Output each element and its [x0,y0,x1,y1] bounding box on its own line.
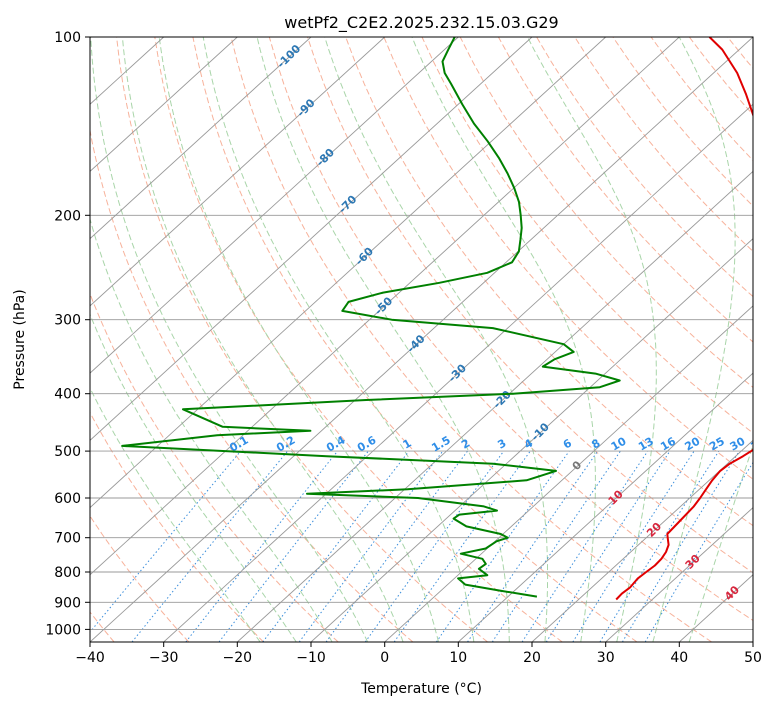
moist-adiabat-line [90,37,369,642]
mixing-ratio-line [545,450,671,642]
mixing-ratio-line [572,450,695,642]
isotherm-line [90,37,386,307]
pressure-gridlines [90,37,753,630]
dry-adiabat-line [459,37,753,389]
dry-adiabat-line [90,292,339,642]
y-tick-label: 200 [54,208,81,224]
dry-adiabat-line [307,37,753,574]
mixing-ratio-line [185,450,338,642]
moist-adiabat-line [688,444,753,642]
dry-adiabat-line [497,37,753,343]
dry-adiabat-line [383,37,753,480]
mixing-ratio-line [521,450,649,642]
mixing-ratio-line [298,450,444,642]
isotherm-line [90,37,680,576]
dry-adiabat-line [90,411,264,642]
isotherm-line [90,37,753,642]
moist-adiabats [90,37,753,642]
x-tick-label: 0 [380,650,389,666]
profile-series [121,37,753,601]
moist-adiabat-line [90,387,261,642]
isotherm-line [90,37,459,374]
mixing-ratio-line [364,450,505,642]
mixing-ratio-line [491,450,621,642]
dewpoint-profile-line [121,37,621,598]
y-axis-label: Pressure (hPa) [12,289,28,389]
x-tick-label: −30 [149,650,179,666]
mixing-ratio-line [467,450,599,642]
y-tick-label: 700 [54,531,81,547]
mixing-ratio-line [131,450,288,642]
moist-adiabat-line [652,37,736,642]
moist-adiabat-line [411,37,596,642]
y-tick-label: 300 [54,313,81,329]
y-tick-label: 400 [54,387,81,403]
dry-adiabat-line [536,37,753,298]
plot-frame [89,36,754,643]
dry-adiabat-line [116,37,488,642]
moist-adiabat-line [90,217,333,642]
isotherm-line [90,37,238,173]
dry-adiabat-line [90,127,414,642]
x-tick-label: 50 [744,650,762,666]
dry-adiabat-line [90,515,190,642]
isotherm-line [90,37,533,441]
x-tick-label: −10 [296,650,326,666]
isotherm-line [531,439,753,642]
y-tick-label: 800 [54,565,81,581]
mixing-ratio-line [262,450,410,642]
x-axis-label: Temperature (°C) [360,681,482,697]
y-tick-label: 500 [54,444,81,460]
y-tick-label: 100 [54,30,81,46]
chart-title: wetPf2_C2E2.2025.232.15.03.G29 [284,13,558,33]
dry-adiabat-line [154,37,563,642]
x-tick-label: −40 [75,650,105,666]
mixing-ratio-line [90,450,242,633]
x-tick-label: −20 [223,650,253,666]
isotherm-line [90,37,607,509]
plot-area: 0.10.20.40.611.52346810131620253036-100-… [90,37,768,642]
mixing-ratio-line [435,450,570,642]
moist-adiabat-line [121,37,404,642]
y-tick-label: 1000 [45,622,81,638]
isotherm-line [605,506,753,642]
isotherm-line [310,238,753,642]
mixing-ratio-label: 36 [748,434,768,453]
isotherm-line [163,103,753,642]
mixing-ratio-line [325,450,468,642]
isotherm-line [457,372,753,642]
x-tick-label: 10 [449,650,467,666]
moist-adiabat-line [158,37,439,642]
mixing-ratio-line [621,450,740,642]
x-tick-label: 30 [597,650,615,666]
moist-adiabat-line [90,313,297,642]
dry-adiabats [90,37,753,642]
dry-adiabat-line [268,37,753,622]
x-axis: −40 −30 −20 −10 0 10 20 30 40 50 [75,642,762,666]
y-axis: 100 200 300 400 500 600 700 800 900 1000 [45,30,90,638]
moist-adiabat-line [256,37,510,642]
temperature-profile-line [615,37,753,601]
y-tick-label: 900 [54,595,81,611]
isotherms [90,37,753,642]
x-tick-label: 20 [523,650,541,666]
isotherm-line [90,37,312,240]
x-tick-label: 40 [670,650,688,666]
isotherm-line [236,170,753,642]
y-tick-label: 600 [54,491,81,507]
